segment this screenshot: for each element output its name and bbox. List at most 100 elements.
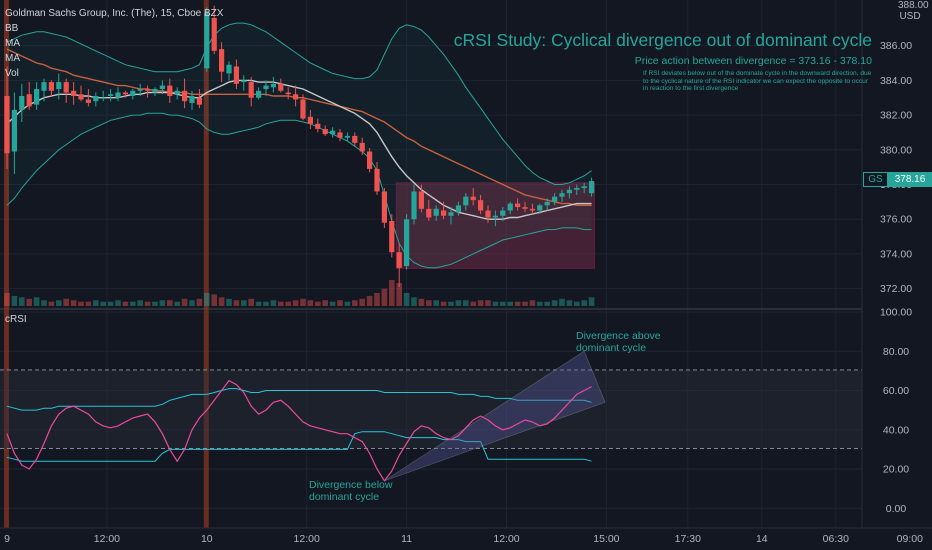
time-tick-4: 11: [401, 533, 412, 545]
candle-12: [93, 92, 99, 107]
candle-45: [337, 128, 343, 142]
crsi-pane-label[interactable]: cRSI: [5, 314, 27, 325]
candle-36: [270, 76, 276, 93]
candle-35: [263, 80, 269, 96]
divergence-triangle: [384, 350, 606, 482]
volume-bar-44: [329, 301, 336, 306]
candle-body-53: [396, 252, 402, 268]
candle-body-44: [330, 130, 336, 135]
legend-symbol[interactable]: Goldman Sachs Group, Inc. (The), 15, Cbo…: [5, 8, 224, 19]
candle-61: [455, 201, 461, 216]
volume-bar-43: [322, 300, 328, 306]
candle-59: [441, 201, 447, 220]
volume-bar-70: [522, 301, 528, 306]
candle-42: [315, 118, 321, 133]
candle-body-63: [470, 196, 476, 201]
volume-bar-19: [144, 301, 151, 306]
candle-41: [307, 109, 313, 129]
rsi-upper-band: [6, 388, 592, 411]
volume-bar-4: [33, 297, 40, 306]
candle-69: [515, 198, 521, 211]
candle-48: [359, 137, 365, 155]
legend-volume[interactable]: Vol: [5, 68, 19, 79]
legend-ma-fast[interactable]: MA: [5, 38, 20, 49]
rsi-tick-3: 60.00: [883, 385, 909, 397]
candle-body-12: [93, 95, 99, 102]
candle-body-34: [256, 90, 262, 98]
candle-body-71: [529, 208, 535, 211]
volume-bar-72: [537, 301, 543, 306]
volume-bar-42: [315, 301, 321, 306]
volume-bar-36: [270, 300, 277, 306]
volume-bar-30: [226, 298, 232, 306]
candle-body-29: [219, 49, 225, 72]
price-tick-4: 380.00: [880, 144, 912, 156]
candle-body-48: [359, 142, 365, 152]
candle-0: [4, 66, 10, 169]
candle-75: [559, 189, 565, 202]
volume-bar-76: [566, 300, 573, 306]
candle-body-49: [367, 151, 373, 169]
candle-18: [137, 83, 143, 96]
candle-24: [182, 78, 188, 109]
price-candles[interactable]: [4, 5, 595, 287]
moving-averages: [6, 48, 592, 220]
candle-body-75: [559, 193, 565, 197]
candle-26: [196, 89, 202, 109]
last-price-symbol: GS: [863, 172, 888, 187]
candle-17: [130, 89, 136, 100]
candle-body-56: [418, 191, 424, 209]
divergence-below-line-2: dominant cycle: [309, 490, 380, 503]
candle-body-55: [411, 191, 417, 220]
candle-68: [507, 201, 513, 215]
legend-bb[interactable]: BB: [5, 23, 19, 34]
candle-body-9: [71, 90, 77, 96]
candle-23: [174, 87, 180, 100]
ma-slow-line: [6, 48, 592, 207]
candle-72: [537, 203, 543, 215]
volume-bar-51: [381, 288, 388, 306]
volume-bar-18: [137, 300, 143, 306]
candle-65: [485, 205, 491, 223]
candle-body-37: [278, 83, 284, 91]
price-tick-5: 382.00: [880, 110, 912, 122]
candle-body-51: [381, 191, 387, 223]
volume-bar-77: [574, 301, 580, 306]
divergence-above-line-1: Divergence above: [576, 330, 661, 342]
candle-78: [581, 182, 587, 194]
legend-ma-slow[interactable]: MA: [5, 53, 20, 64]
candle-body-24: [182, 90, 188, 102]
candle-body-23: [174, 90, 180, 95]
candle-39: [293, 85, 299, 107]
volume-bar-11: [85, 301, 92, 306]
volume-bar-2: [19, 297, 25, 306]
volume-bar-60: [448, 301, 454, 306]
candle-66: [492, 210, 498, 227]
candle-body-13: [100, 97, 106, 99]
volume-bar-75: [559, 298, 565, 306]
volume-bar-31: [233, 300, 240, 306]
candle-body-36: [270, 83, 276, 88]
candle-body-17: [130, 90, 136, 96]
volume-bar-21: [159, 300, 166, 306]
candle-body-54: [404, 219, 410, 267]
volume-bar-50: [374, 293, 380, 306]
time-tick-1: 12:00: [94, 533, 120, 545]
candle-body-70: [522, 207, 528, 209]
candle-43: [322, 125, 328, 136]
candle-body-78: [581, 186, 587, 188]
candle-body-1: [11, 109, 17, 152]
candle-79: [589, 177, 595, 197]
candle-body-64: [478, 200, 484, 211]
candle-body-30: [226, 64, 232, 74]
candle-46: [344, 132, 350, 142]
session-highlights: [4, 0, 209, 528]
candle-9: [71, 82, 77, 105]
candle-body-32: [241, 80, 247, 83]
candle-body-33: [248, 82, 254, 98]
last-price-badge[interactable]: GS 378.16: [863, 172, 932, 187]
candle-body-26: [196, 97, 202, 105]
candle-body-28: [211, 17, 217, 51]
candle-27: [204, 7, 210, 72]
